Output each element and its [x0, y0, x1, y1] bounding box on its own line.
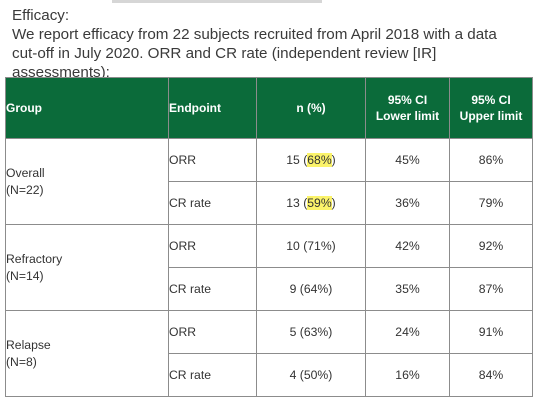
n-percent-cell: 4 (50%) — [256, 353, 366, 397]
ci-upper-cell: 91% — [449, 310, 533, 354]
percent-value: 71% — [307, 239, 332, 253]
n-percent-cell: 15 (68%) — [256, 138, 366, 182]
percent-value: 63% — [303, 325, 329, 339]
highlighted-percent: 59% — [307, 196, 332, 210]
group-cell-relapse: Relapse (N=8) — [5, 310, 169, 397]
group-name: Relapse — [6, 337, 51, 352]
n-value: 4 — [289, 368, 297, 382]
header-ci-lower: 95% CI Lower limit — [365, 77, 450, 139]
ci-lower-cell: 24% — [365, 310, 450, 354]
n-value: 13 — [286, 196, 300, 210]
ci-upper-cell: 79% — [449, 181, 533, 225]
efficacy-heading: Efficacy: — [12, 7, 70, 24]
ci-lower-cell: 16% — [365, 353, 450, 397]
ci-upper-cell: 84% — [449, 353, 533, 397]
highlighted-percent: 68% — [307, 153, 332, 167]
table-row: CR rate 13 (59%) 36% 79% — [6, 181, 533, 225]
efficacy-intro: Efficacy: We report efficacy from 22 sub… — [12, 6, 536, 82]
endpoint-cell: ORR — [168, 138, 257, 182]
n-value: 9 — [289, 282, 297, 296]
intro-line-2: cut-off in July 2020. ORR and CR rate (i… — [12, 45, 437, 81]
endpoint-cell: CR rate — [168, 181, 257, 225]
header-ci-lower-line2: Lower limit — [375, 109, 440, 123]
header-group: Group — [5, 77, 169, 139]
group-cell-refractory: Refractory (N=14) — [5, 224, 169, 311]
ci-upper-cell: 87% — [449, 267, 533, 311]
ci-lower-cell: 36% — [365, 181, 450, 225]
header-endpoint: Endpoint — [168, 77, 257, 139]
table-row: Refractory (N=14) ORR 10 (71%) 42% 92% — [5, 224, 533, 311]
endpoint-cell: ORR — [168, 310, 257, 354]
ci-lower-cell: 45% — [365, 138, 450, 182]
table-row: CR rate 4 (50%) 16% 84% — [6, 353, 533, 397]
group-cell-overall: Overall (N=22) — [5, 138, 169, 225]
group-size: (N=8) — [6, 354, 37, 369]
cropped-text-fragment — [112, 0, 322, 3]
percent-value: 50% — [303, 368, 329, 382]
n-percent-cell: 10 (71%) — [256, 224, 366, 268]
group-size: (N=22) — [6, 182, 44, 197]
n-percent-cell: 5 (63%) — [256, 310, 366, 354]
n-value: 5 — [289, 325, 297, 339]
endpoint-cell: CR rate — [168, 353, 257, 397]
ci-lower-cell: 35% — [365, 267, 450, 311]
table-row: Relapse (N=8) ORR 5 (63%) 24% 91% — [5, 310, 533, 397]
header-ci-lower-line1: 95% CI — [387, 93, 428, 107]
ci-upper-cell: 92% — [449, 224, 533, 268]
n-percent-cell: 13 (59%) — [256, 181, 366, 225]
n-percent-cell: 9 (64%) — [256, 267, 366, 311]
endpoint-cell: CR rate — [168, 267, 257, 311]
n-value: 10 — [286, 239, 300, 253]
group-size: (N=14) — [6, 268, 44, 283]
ci-lower-cell: 42% — [365, 224, 450, 268]
intro-line-1: We report efficacy from 22 subjects recr… — [12, 26, 497, 43]
header-n-percent: n (%) — [256, 77, 366, 139]
header-ci-upper: 95% CI Upper limit — [449, 77, 533, 139]
ci-upper-cell: 86% — [449, 138, 533, 182]
table-header-row: Group Endpoint n (%) 95% CI Lower limit … — [5, 77, 533, 139]
table-row: CR rate 9 (64%) 35% 87% — [6, 267, 533, 311]
group-name: Refractory — [6, 251, 63, 266]
group-name: Overall — [6, 165, 45, 180]
percent-value: 64% — [303, 282, 329, 296]
table-row: Overall (N=22) ORR 15 (68%) 45% 86% — [5, 138, 533, 225]
endpoint-cell: ORR — [168, 224, 257, 268]
n-value: 15 — [286, 153, 300, 167]
header-ci-upper-line1: 95% CI — [471, 93, 511, 107]
efficacy-table: Group Endpoint n (%) 95% CI Lower limit … — [5, 77, 533, 397]
header-ci-upper-line2: Upper limit — [459, 109, 523, 123]
